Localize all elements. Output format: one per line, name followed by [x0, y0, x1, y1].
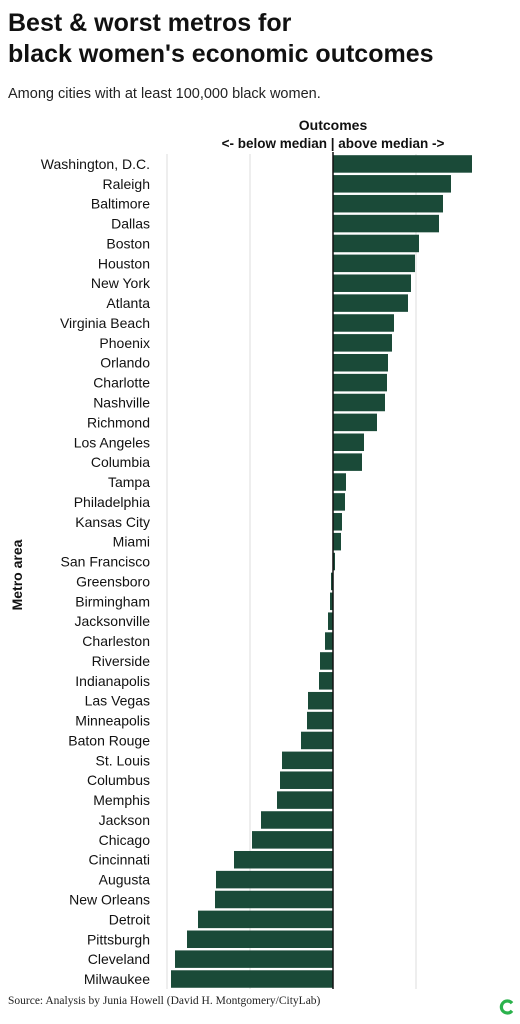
category-label: Washington, D.C.	[41, 156, 150, 172]
bar-charlotte	[333, 373, 387, 392]
category-label: Nashville	[93, 395, 150, 411]
category-label: Columbia	[91, 454, 150, 470]
category-label: Philadelphia	[74, 494, 150, 510]
bar-riverside	[320, 652, 333, 670]
category-label: Virginia Beach	[60, 315, 150, 331]
category-label: Baton Rouge	[68, 732, 150, 748]
bar-raleigh	[333, 175, 451, 193]
chart-title: Best & worst metros for black women's ec…	[8, 8, 508, 70]
bars	[171, 155, 472, 988]
bar-los-angeles	[333, 433, 364, 452]
category-label: Chicago	[99, 832, 151, 848]
category-label: Jacksonville	[75, 613, 151, 629]
category-label: Richmond	[87, 414, 150, 430]
bar-new-orleans	[215, 890, 333, 909]
category-label: Indianapolis	[75, 673, 150, 689]
category-label: Atlanta	[106, 295, 150, 311]
category-label: Los Angeles	[74, 434, 150, 450]
bar-phoenix	[333, 334, 392, 352]
category-label: Milwaukee	[84, 971, 150, 987]
bar-detroit	[198, 910, 333, 929]
category-label: Orlando	[100, 355, 150, 371]
bar-las-vegas	[308, 691, 333, 710]
category-label: Charleston	[82, 633, 150, 649]
citylab-logo-icon	[499, 999, 514, 1015]
bar-virginia-beach	[333, 314, 394, 332]
category-label: Detroit	[109, 911, 150, 927]
bar-miami	[333, 532, 341, 551]
bar-washington-d-c	[333, 155, 472, 173]
bar-atlanta	[333, 294, 408, 312]
category-label: Greensboro	[76, 573, 150, 589]
bar-cincinnati	[234, 850, 333, 869]
category-label: Riverside	[92, 653, 151, 669]
bar-jacksonville	[328, 612, 333, 630]
bar-columbia	[333, 453, 362, 471]
category-label: Miami	[113, 534, 150, 550]
bar-augusta	[216, 870, 333, 889]
bar-pittsburgh	[187, 930, 333, 949]
category-label: Tampa	[108, 474, 150, 490]
title-line-2: black women's economic outcomes	[8, 40, 434, 68]
category-label: Charlotte	[93, 375, 150, 391]
y-axis-label: Metro area	[9, 539, 25, 610]
category-label: Boston	[106, 235, 150, 251]
category-label: Dallas	[111, 216, 150, 232]
bar-boston	[333, 234, 419, 253]
bar-columbus	[280, 771, 333, 789]
grid-lines	[166, 154, 417, 989]
bar-milwaukee	[171, 970, 333, 988]
category-label: Jackson	[99, 812, 150, 828]
category-label: St. Louis	[96, 752, 150, 768]
x-axis-label: Outcomes	[299, 117, 368, 133]
chart-subtitle: Among cities with at least 100,000 black…	[8, 86, 321, 102]
bar-indianapolis	[319, 672, 333, 690]
category-labels: Washington, D.C. Raleigh Baltimore Dallas Bo…	[41, 156, 151, 987]
category-label: Houston	[98, 255, 150, 271]
bar-new-york	[333, 274, 411, 292]
bar-baltimore	[333, 194, 443, 213]
category-label: New Orleans	[69, 892, 150, 908]
category-label: Augusta	[99, 872, 151, 888]
bar-nashville	[333, 393, 385, 412]
category-label: Columbus	[87, 772, 150, 788]
category-label: Minneapolis	[75, 713, 150, 729]
category-label: Raleigh	[103, 176, 150, 192]
bar-dallas	[333, 214, 439, 233]
bar-kansas-city	[333, 513, 342, 531]
bar-philadelphia	[333, 493, 345, 511]
category-label: Phoenix	[99, 335, 150, 351]
bar-cleveland	[175, 950, 333, 968]
category-label: Baltimore	[91, 196, 150, 212]
bar-birmingham	[330, 592, 333, 611]
category-label: Birmingham	[75, 593, 150, 609]
bar-minneapolis	[307, 711, 333, 730]
bar-charleston	[325, 632, 333, 650]
category-label: Kansas City	[75, 514, 150, 530]
bar-memphis	[277, 791, 333, 809]
title-line-1: Best & worst metros for	[8, 9, 292, 37]
x-axis-direction-label: <- below median | above median ->	[222, 136, 445, 151]
bar-greensboro	[331, 572, 333, 591]
bar-orlando	[333, 353, 388, 372]
category-label: Cleveland	[88, 951, 150, 967]
bar-tampa	[333, 473, 346, 491]
category-label: San Francisco	[61, 554, 151, 570]
category-label: Las Vegas	[85, 693, 150, 709]
category-label: Pittsburgh	[87, 931, 150, 947]
category-label: New York	[91, 275, 151, 291]
bar-st-louis	[282, 751, 333, 770]
bar-richmond	[333, 413, 377, 432]
category-label: Cincinnati	[89, 852, 150, 868]
bar-san-francisco	[333, 552, 335, 571]
bar-chicago	[252, 831, 333, 849]
source-note: Source: Analysis by Junia Howell (David …	[8, 995, 321, 1007]
bar-baton-rouge	[301, 731, 333, 750]
bar-jackson	[261, 811, 333, 829]
bar-houston	[333, 254, 415, 273]
category-label: Memphis	[93, 792, 150, 808]
